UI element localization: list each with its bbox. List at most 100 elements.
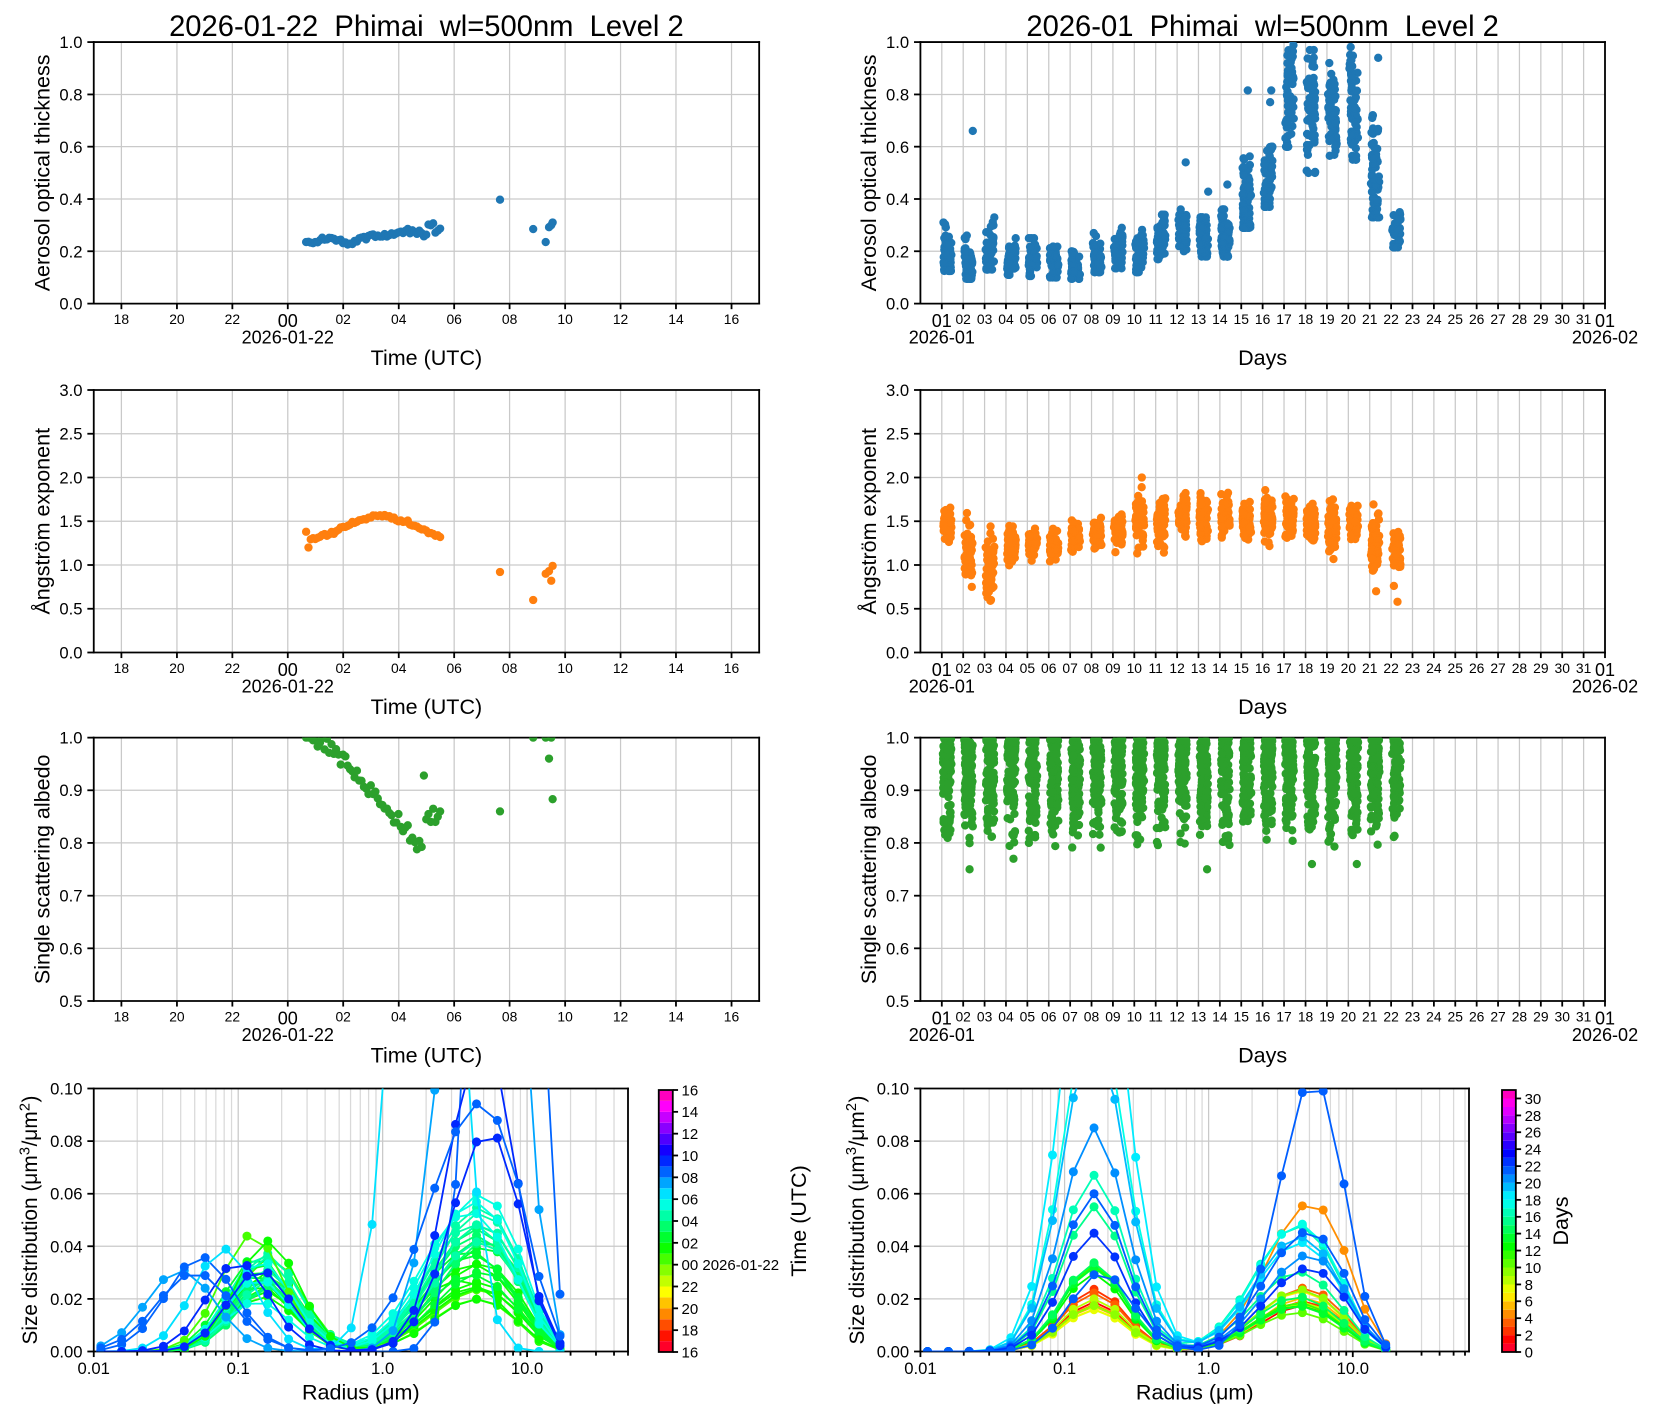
svg-text:18: 18: [1298, 1008, 1314, 1024]
svg-text:02: 02: [682, 1235, 699, 1252]
svg-text:0.0: 0.0: [886, 643, 909, 662]
svg-text:04: 04: [391, 311, 407, 327]
svg-text:00: 00: [278, 660, 298, 680]
svg-text:26: 26: [1469, 1008, 1485, 1024]
svg-text:2.0: 2.0: [886, 468, 909, 487]
svg-text:04: 04: [391, 660, 407, 676]
svg-text:12: 12: [1169, 311, 1185, 327]
svg-text:0.6: 0.6: [886, 939, 909, 958]
svg-text:14: 14: [668, 311, 684, 327]
svg-text:30: 30: [1555, 660, 1571, 676]
svg-text:14: 14: [1525, 1226, 1542, 1243]
svg-text:27: 27: [1490, 660, 1506, 676]
svg-text:0.8: 0.8: [59, 834, 82, 853]
svg-text:Single scattering albedo: Single scattering albedo: [30, 754, 54, 984]
svg-text:16: 16: [724, 311, 740, 327]
svg-text:05: 05: [1020, 311, 1036, 327]
svg-text:08: 08: [1084, 1008, 1100, 1024]
svg-text:15: 15: [1234, 311, 1250, 327]
svg-text:27: 27: [1490, 1008, 1506, 1024]
svg-text:25: 25: [1448, 660, 1464, 676]
svg-text:0.04: 0.04: [50, 1237, 82, 1256]
svg-text:14: 14: [682, 1104, 699, 1121]
svg-text:2.5: 2.5: [59, 425, 82, 444]
svg-text:0.10: 0.10: [50, 1080, 82, 1099]
svg-text:21: 21: [1362, 311, 1378, 327]
svg-text:02: 02: [335, 1008, 351, 1024]
svg-text:22: 22: [1383, 1008, 1399, 1024]
svg-text:06: 06: [446, 660, 462, 676]
svg-text:10: 10: [1525, 1260, 1542, 1277]
svg-text:20: 20: [1341, 660, 1357, 676]
svg-text:1.0: 1.0: [59, 33, 82, 52]
svg-text:0.00: 0.00: [877, 1343, 909, 1362]
svg-text:19: 19: [1319, 1008, 1335, 1024]
svg-text:04: 04: [998, 660, 1014, 676]
svg-text:06: 06: [1041, 1008, 1057, 1024]
svg-text:10: 10: [557, 1008, 573, 1024]
svg-text:14: 14: [1212, 311, 1228, 327]
svg-text:02: 02: [955, 1008, 971, 1024]
svg-text:Aerosol optical thickness: Aerosol optical thickness: [857, 55, 881, 292]
svg-text:24: 24: [1426, 311, 1442, 327]
svg-text:10.0: 10.0: [1337, 1359, 1369, 1378]
svg-text:0.6: 0.6: [59, 939, 82, 958]
svg-text:17: 17: [1276, 311, 1292, 327]
svg-text:14: 14: [668, 660, 684, 676]
svg-text:26: 26: [1469, 311, 1485, 327]
svg-text:3.0: 3.0: [59, 381, 82, 400]
svg-text:15: 15: [1234, 660, 1250, 676]
svg-text:10.0: 10.0: [511, 1359, 543, 1378]
svg-text:Single scattering albedo: Single scattering albedo: [857, 754, 881, 984]
svg-text:30: 30: [1555, 1008, 1571, 1024]
svg-text:31: 31: [1576, 660, 1592, 676]
svg-text:0.4: 0.4: [886, 190, 909, 209]
svg-text:27: 27: [1490, 311, 1506, 327]
svg-text:2026-01-22: 2026-01-22: [242, 1025, 334, 1045]
svg-text:14: 14: [1212, 660, 1228, 676]
svg-text:0.9: 0.9: [59, 781, 82, 800]
svg-text:Time (UTC): Time (UTC): [787, 1165, 811, 1277]
svg-text:30: 30: [1555, 311, 1571, 327]
svg-text:08: 08: [502, 660, 518, 676]
svg-text:01: 01: [932, 660, 952, 680]
svg-text:Time (UTC): Time (UTC): [371, 346, 483, 370]
svg-text:1.0: 1.0: [886, 556, 909, 575]
svg-text:0.06: 0.06: [50, 1185, 82, 1204]
svg-text:2026-01: 2026-01: [909, 328, 975, 348]
svg-text:15: 15: [1234, 1008, 1250, 1024]
svg-text:28: 28: [1512, 1008, 1528, 1024]
svg-text:0.1: 0.1: [227, 1359, 250, 1378]
svg-text:1.0: 1.0: [59, 556, 82, 575]
svg-text:22: 22: [1383, 660, 1399, 676]
svg-text:22: 22: [225, 1008, 241, 1024]
svg-text:Radius (μm): Radius (μm): [302, 1381, 420, 1405]
svg-text:06: 06: [1041, 311, 1057, 327]
svg-text:14: 14: [668, 1008, 684, 1024]
svg-text:24: 24: [1525, 1142, 1542, 1159]
svg-text:07: 07: [1062, 1008, 1078, 1024]
svg-text:0.7: 0.7: [886, 887, 909, 906]
svg-text:31: 31: [1576, 1008, 1592, 1024]
svg-text:10: 10: [1127, 311, 1143, 327]
svg-text:29: 29: [1533, 311, 1549, 327]
svg-text:0.5: 0.5: [59, 600, 82, 619]
svg-text:12: 12: [613, 1008, 629, 1024]
svg-text:12: 12: [613, 660, 629, 676]
svg-text:04: 04: [998, 311, 1014, 327]
svg-text:0.0: 0.0: [886, 295, 909, 314]
svg-text:16: 16: [1255, 1008, 1271, 1024]
svg-text:1.0: 1.0: [886, 729, 909, 748]
svg-text:13: 13: [1191, 1008, 1207, 1024]
svg-text:21: 21: [1362, 660, 1378, 676]
svg-text:02: 02: [335, 660, 351, 676]
svg-text:2026-01-22: 2026-01-22: [242, 328, 334, 348]
svg-text:0.8: 0.8: [886, 85, 909, 104]
svg-text:00 2026-01-22: 00 2026-01-22: [682, 1257, 780, 1274]
svg-text:0: 0: [1525, 1345, 1533, 1362]
svg-text:1.0: 1.0: [1197, 1359, 1220, 1378]
svg-text:16: 16: [682, 1082, 699, 1099]
svg-text:18: 18: [114, 1008, 130, 1024]
svg-text:2026-01: 2026-01: [909, 1025, 975, 1045]
svg-text:18: 18: [1298, 311, 1314, 327]
